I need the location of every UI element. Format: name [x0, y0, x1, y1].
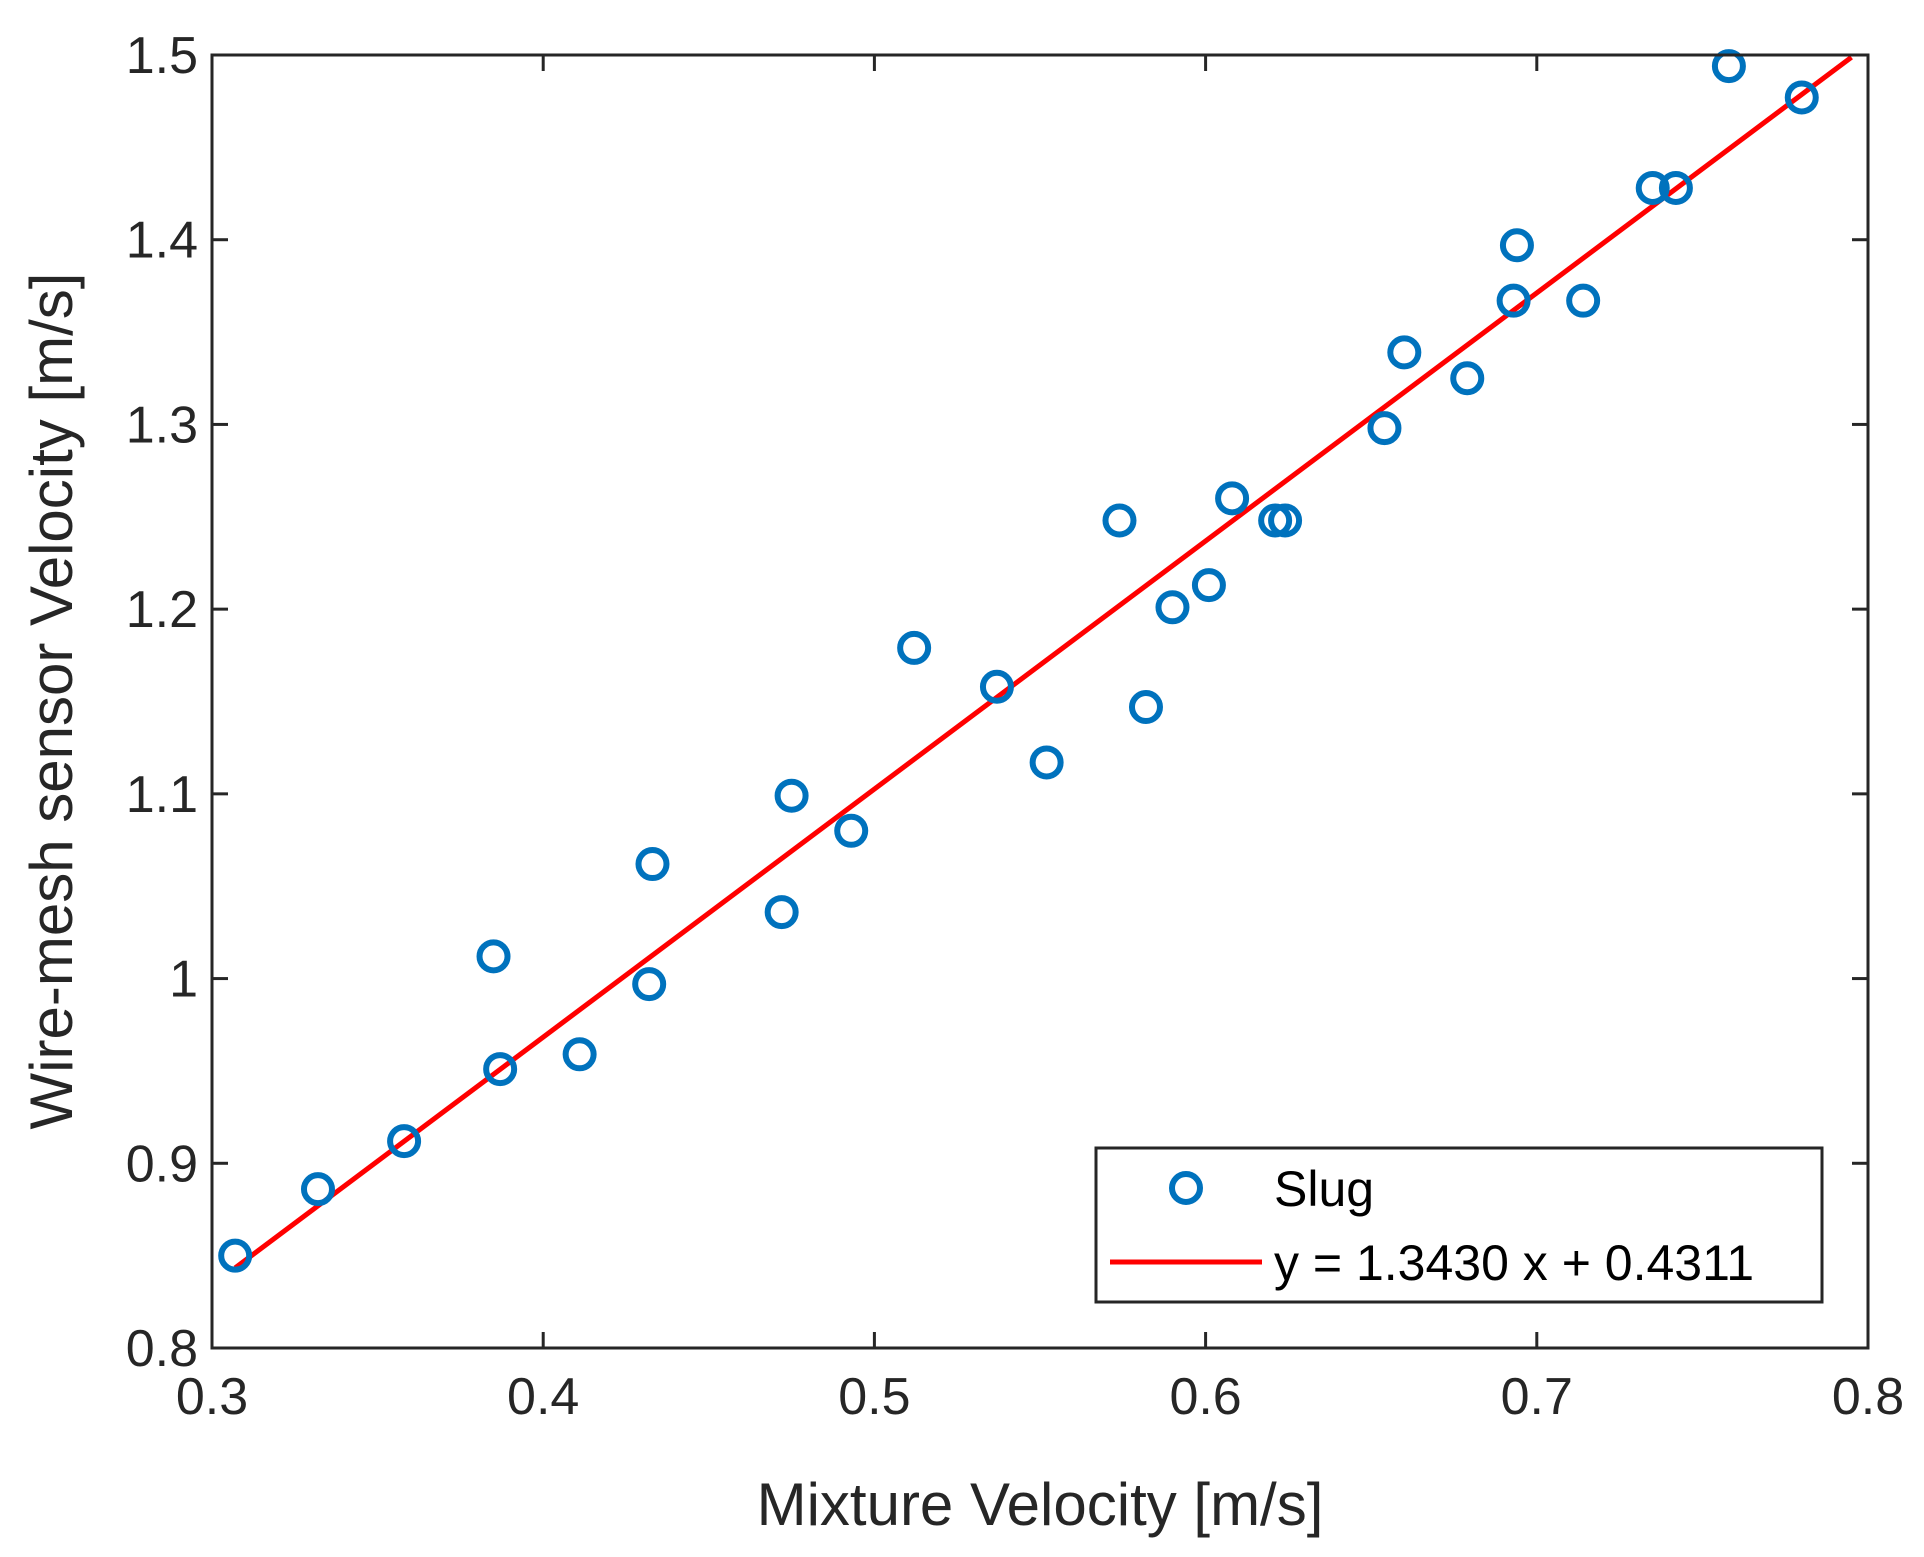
y-tick-label: 1.2: [126, 581, 198, 639]
data-point: [635, 847, 670, 882]
axes-box: [210, 53, 1870, 1350]
data-point: [1258, 503, 1293, 538]
data-point: [1658, 170, 1693, 205]
data-point: [1128, 690, 1163, 725]
x-tick-label: 0.8: [1832, 1368, 1904, 1426]
data-point: [1102, 503, 1137, 538]
data-point: [1215, 481, 1250, 516]
y-tick-label: 1.3: [126, 396, 198, 454]
data-point: [979, 669, 1014, 704]
plot-layer: [218, 49, 1853, 1273]
data-point: [300, 1172, 335, 1207]
data-point: [632, 967, 667, 1002]
data-point: [1029, 745, 1064, 780]
x-tick-label: 0.6: [1169, 1368, 1241, 1426]
legend-box: [1094, 1146, 1824, 1304]
y-tick-label: 1.4: [126, 212, 198, 270]
data-point: [834, 813, 869, 848]
x-tick-label: 0.7: [1501, 1368, 1573, 1426]
legend-marker-slug: [1169, 1171, 1203, 1205]
data-point: [1387, 335, 1422, 370]
data-point: [387, 1124, 422, 1159]
x-axis-label: Mixture Velocity [m/s]: [757, 1471, 1324, 1538]
data-point: [218, 1238, 253, 1273]
data-point: [1268, 503, 1303, 538]
data-point: [1566, 283, 1601, 318]
data-point: [764, 895, 799, 930]
legend: Slug y = 1.3430 x + 0.4311: [1094, 1146, 1824, 1304]
data-point: [774, 778, 809, 813]
data-point: [1784, 80, 1819, 115]
x-tick-label: 0.5: [838, 1368, 910, 1426]
data-point: [1635, 170, 1670, 205]
data-point: [1450, 361, 1485, 396]
y-tick-label: 1.5: [126, 27, 198, 85]
data-point: [1191, 568, 1226, 603]
data-point: [897, 630, 932, 665]
legend-label-slug: Slug: [1274, 1161, 1374, 1217]
data-point: [1367, 411, 1402, 446]
data-point: [1499, 228, 1534, 263]
fit-line: [233, 55, 1853, 1270]
x-tick-label: 0.3: [176, 1368, 248, 1426]
y-axis-label: Wire-mesh sensor Velocity [m/s]: [18, 273, 85, 1130]
data-point: [562, 1037, 597, 1072]
data-point: [1711, 49, 1746, 84]
y-tick-label: 0.8: [126, 1320, 198, 1378]
data-point: [1155, 590, 1190, 625]
data-point: [476, 939, 511, 974]
y-tick-label: 1: [169, 951, 198, 1009]
x-tick-label: 0.4: [507, 1368, 579, 1426]
tick-labels: 0.3 0.4 0.5 0.6 0.7 0.8 0.8 0.9 1 1.1 1.2 1.3 1.4 1.5: [126, 27, 1904, 1426]
y-tick-label: 0.9: [126, 1135, 198, 1193]
data-point: [483, 1052, 518, 1087]
plot-area: [212, 55, 1868, 1348]
legend-label-fit: y = 1.3430 x + 0.4311: [1274, 1235, 1754, 1291]
y-tick-label: 1.1: [126, 766, 198, 824]
data-point: [1496, 283, 1531, 318]
